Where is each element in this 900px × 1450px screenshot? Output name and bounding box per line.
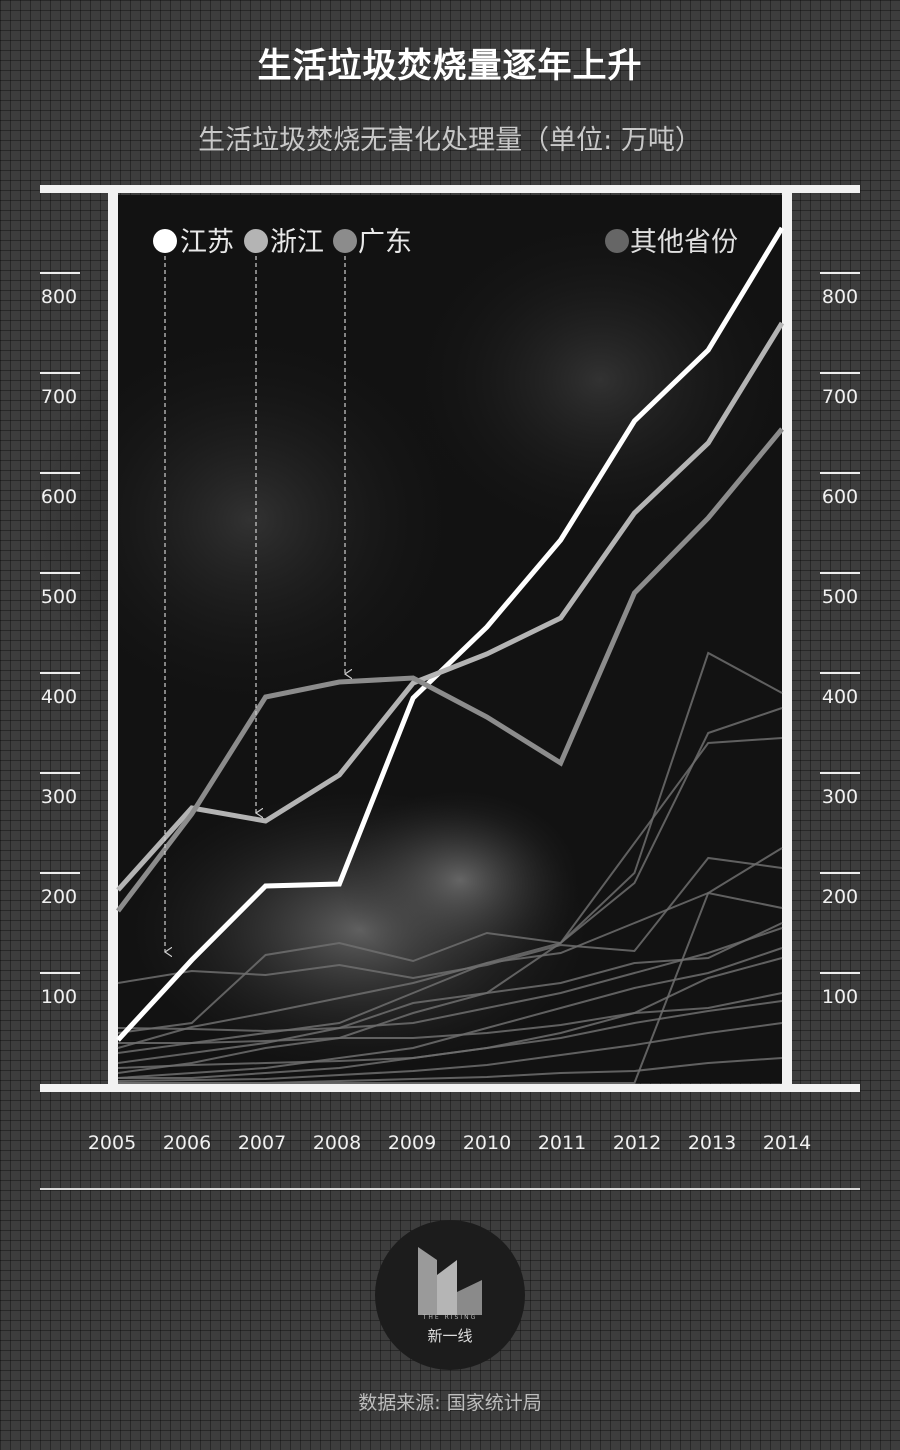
legend-label: 浙江 — [270, 227, 324, 258]
logo-chinese: 新一线 — [427, 1327, 473, 1345]
y-tick-label-left: 200 — [41, 886, 77, 908]
x-tick-label: 2009 — [388, 1132, 436, 1154]
x-tick-label: 2014 — [763, 1132, 811, 1154]
series-line-other — [117, 947, 783, 1079]
x-tick-label: 2010 — [463, 1132, 511, 1154]
y-tick-label-right: 800 — [822, 286, 858, 308]
x-tick-label: 2008 — [313, 1132, 361, 1154]
series-line-other — [117, 922, 783, 1064]
series-line-other — [117, 891, 783, 1049]
y-tick-label-left: 600 — [41, 486, 77, 508]
legend-pointers — [165, 256, 345, 952]
series-lines — [116, 226, 785, 1084]
legend-marker-icon — [605, 229, 629, 253]
x-axis-labels: 2005 2006 2007 2008 2009 2010 2011 2012 2013 2014 — [88, 1132, 811, 1154]
logo-mark-icon — [418, 1247, 482, 1315]
plot-background — [30, 195, 800, 1083]
legend-label: 其他省份 — [630, 227, 738, 258]
chart-title: 生活垃圾焚烧量逐年上升 — [257, 46, 643, 86]
y-tick-label-right: 600 — [822, 486, 858, 508]
y-tick-label-right: 100 — [822, 986, 858, 1008]
series-line-other — [118, 992, 783, 1044]
smoke-cloud — [30, 320, 470, 720]
footer-divider — [40, 1188, 860, 1190]
frame-right-post — [782, 193, 792, 1084]
x-tick-label: 2007 — [238, 1132, 286, 1154]
frame-left-post — [108, 193, 118, 1084]
series-line-other — [117, 707, 783, 1034]
x-tick-label: 2013 — [688, 1132, 736, 1154]
y-tick-label-right: 700 — [822, 386, 858, 408]
legend-marker-icon — [153, 229, 177, 253]
legend: 江苏 浙江 广东 其他省份 — [153, 227, 738, 258]
series-line — [116, 427, 784, 913]
smoke-cloud — [400, 210, 800, 550]
series-line-other — [117, 856, 783, 984]
y-tick-label-right: 200 — [822, 886, 858, 908]
legend-label: 广东 — [358, 227, 412, 258]
x-tick-label: 2011 — [538, 1132, 586, 1154]
y-tick-label-left: 500 — [41, 586, 77, 608]
y-tick-label-right: 500 — [822, 586, 858, 608]
x-tick-label: 2012 — [613, 1132, 661, 1154]
y-tick-label-left: 400 — [41, 686, 77, 708]
y-tick-label-left: 700 — [41, 386, 77, 408]
legend-marker-icon — [244, 229, 268, 253]
chart-subtitle: 生活垃圾焚烧无害化处理量（单位: 万吨） — [198, 125, 702, 156]
series-line-other — [118, 1057, 783, 1084]
series-line-other — [117, 1000, 783, 1069]
legend-marker-icon — [333, 229, 357, 253]
y-tick-label-right: 400 — [822, 686, 858, 708]
series-line-other — [117, 737, 783, 1074]
legend-label: 江苏 — [180, 227, 234, 258]
data-source: 数据来源: 国家统计局 — [358, 1392, 542, 1414]
frame-top-bar — [40, 185, 860, 193]
series-line — [116, 226, 785, 1042]
series-line — [116, 321, 785, 892]
x-tick-label: 2005 — [88, 1132, 136, 1154]
chart-frame — [40, 185, 860, 1092]
x-tick-label: 2006 — [163, 1132, 211, 1154]
frame-bottom-bar — [40, 1084, 860, 1092]
y-tick-label-left: 100 — [41, 986, 77, 1008]
smoke-cloud — [340, 790, 580, 970]
series-line-other — [117, 1022, 783, 1082]
logo-english: THE RISING — [422, 1314, 478, 1321]
y-tick-label-left: 800 — [41, 286, 77, 308]
brand-logo — [375, 1220, 525, 1370]
y-tick-label-right: 300 — [822, 786, 858, 808]
series-line-other — [117, 927, 783, 1033]
series-line-other — [117, 651, 783, 1054]
y-tick-label-left: 300 — [41, 786, 77, 808]
y-axis-ticks: 100 100 200 200 300 300 400 400 500 500 600 600 700 7… — [40, 272, 860, 1008]
